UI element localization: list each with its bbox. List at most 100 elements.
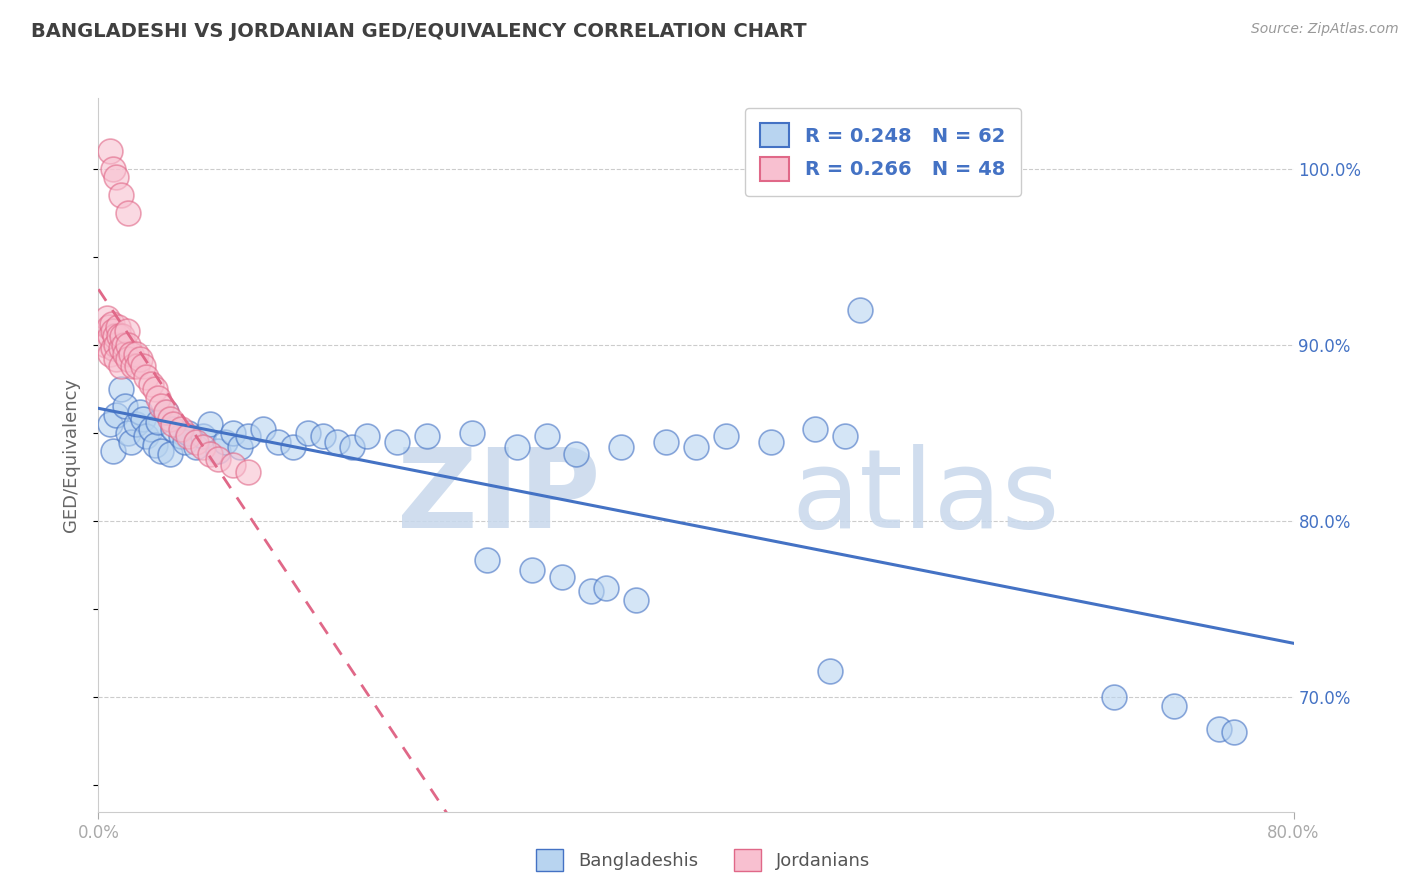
- Point: [222, 425, 245, 440]
- Point: [385, 434, 409, 449]
- Point: [804, 422, 827, 436]
- Point: [174, 434, 197, 449]
- Point: [103, 161, 125, 176]
- Point: [581, 584, 603, 599]
- Point: [214, 434, 236, 449]
- Point: [207, 443, 229, 458]
- Point: [139, 422, 162, 436]
- Y-axis label: GED/Equivalency: GED/Equivalency: [62, 378, 80, 532]
- Point: [759, 434, 782, 449]
- Point: [105, 338, 128, 352]
- Point: [101, 317, 124, 331]
- Point: [229, 440, 252, 454]
- Point: [94, 338, 117, 352]
- Point: [356, 429, 378, 443]
- Point: [236, 465, 259, 479]
- Point: [111, 329, 134, 343]
- Point: [114, 346, 136, 360]
- Point: [169, 422, 191, 436]
- Point: [267, 434, 290, 449]
- Point: [112, 338, 135, 352]
- Point: [148, 391, 170, 405]
- Point: [100, 417, 122, 431]
- Point: [311, 429, 333, 443]
- Point: [207, 452, 229, 467]
- Point: [132, 412, 155, 426]
- Point: [110, 382, 132, 396]
- Point: [565, 447, 588, 461]
- Point: [1163, 698, 1185, 713]
- Point: [110, 359, 132, 373]
- Point: [110, 188, 132, 202]
- Point: [120, 346, 142, 360]
- Point: [162, 422, 184, 436]
- Text: BANGLADESHI VS JORDANIAN GED/EQUIVALENCY CORRELATION CHART: BANGLADESHI VS JORDANIAN GED/EQUIVALENCY…: [31, 22, 807, 41]
- Point: [191, 440, 214, 454]
- Point: [132, 359, 155, 373]
- Point: [129, 405, 152, 419]
- Point: [155, 405, 177, 419]
- Point: [177, 425, 200, 440]
- Point: [191, 429, 214, 443]
- Point: [610, 440, 633, 454]
- Point: [117, 351, 139, 366]
- Point: [139, 376, 162, 391]
- Point: [297, 425, 319, 440]
- Point: [595, 581, 617, 595]
- Point: [117, 205, 139, 219]
- Point: [103, 324, 125, 338]
- Point: [103, 341, 125, 355]
- Point: [114, 400, 136, 414]
- Point: [135, 369, 157, 384]
- Point: [236, 429, 259, 443]
- Point: [184, 434, 207, 449]
- Point: [536, 429, 558, 443]
- Point: [184, 440, 207, 454]
- Point: [155, 405, 177, 419]
- Point: [96, 311, 118, 326]
- Point: [97, 320, 120, 334]
- Point: [169, 429, 191, 443]
- Point: [834, 429, 856, 443]
- Point: [159, 412, 181, 426]
- Point: [655, 434, 678, 449]
- Point: [342, 440, 364, 454]
- Legend: Bangladeshis, Jordanians: Bangladeshis, Jordanians: [529, 842, 877, 879]
- Point: [143, 438, 166, 452]
- Point: [849, 302, 872, 317]
- Point: [159, 447, 181, 461]
- Text: atlas: atlas: [792, 444, 1060, 551]
- Point: [104, 329, 127, 343]
- Point: [129, 351, 152, 366]
- Point: [281, 440, 304, 454]
- Point: [200, 417, 222, 431]
- Point: [820, 664, 842, 678]
- Legend: R = 0.248   N = 62, R = 0.266   N = 48: R = 0.248 N = 62, R = 0.266 N = 48: [745, 108, 1021, 196]
- Point: [461, 425, 484, 440]
- Point: [506, 440, 529, 454]
- Point: [125, 346, 148, 360]
- Point: [475, 553, 498, 567]
- Point: [685, 440, 707, 454]
- Point: [143, 382, 166, 396]
- Point: [125, 417, 148, 431]
- Point: [1223, 725, 1246, 739]
- Point: [127, 359, 149, 373]
- Point: [117, 425, 139, 440]
- Point: [100, 346, 122, 360]
- Point: [520, 563, 543, 577]
- Text: Source: ZipAtlas.com: Source: ZipAtlas.com: [1251, 22, 1399, 37]
- Point: [105, 170, 128, 185]
- Point: [150, 443, 173, 458]
- Point: [1208, 722, 1230, 736]
- Point: [100, 144, 122, 158]
- Point: [107, 320, 129, 334]
- Point: [252, 422, 274, 436]
- Point: [177, 429, 200, 443]
- Point: [162, 417, 184, 431]
- Point: [416, 429, 439, 443]
- Point: [120, 434, 142, 449]
- Point: [103, 443, 125, 458]
- Point: [550, 570, 572, 584]
- Point: [105, 409, 128, 423]
